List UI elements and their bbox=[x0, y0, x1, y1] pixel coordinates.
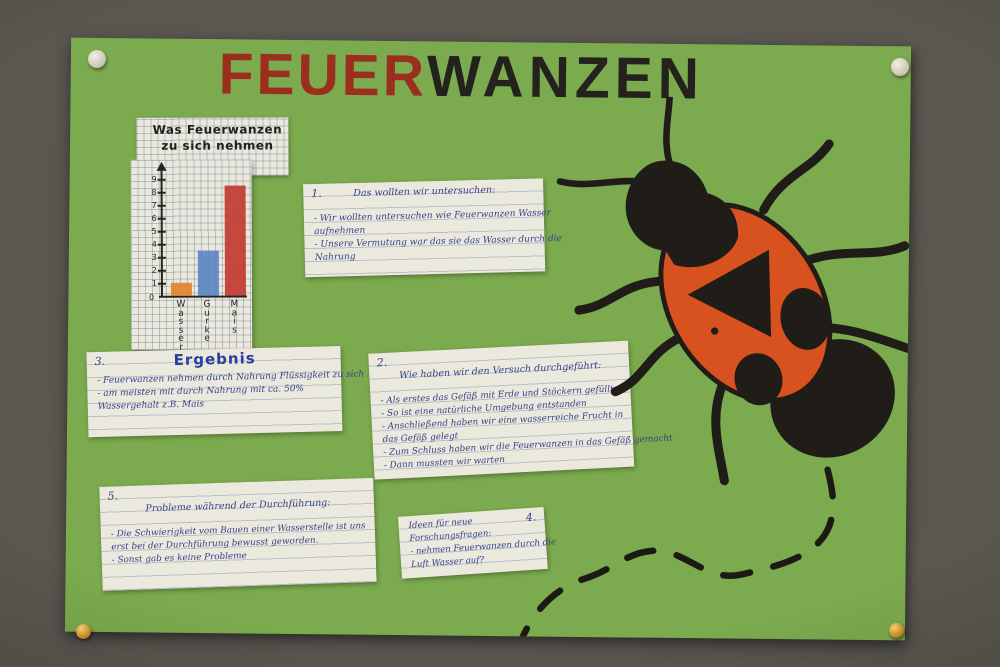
note-number: 5. bbox=[107, 489, 119, 503]
y-tick-label: 6 bbox=[151, 213, 157, 223]
note-heading: Probleme während der Durchführung: bbox=[145, 497, 331, 515]
y-axis bbox=[160, 169, 163, 297]
y-tick-label: 9 bbox=[151, 174, 157, 184]
y-tick-label: 7 bbox=[151, 200, 157, 210]
pin-bottom-left bbox=[76, 624, 91, 639]
y-tick-label: 2 bbox=[151, 265, 157, 275]
x-label-wasser: W a s s e r bbox=[176, 299, 186, 353]
poster: FEUERWANZEN Was Feuerwanzen zu sich nehm… bbox=[64, 37, 912, 641]
x-axis bbox=[158, 295, 247, 298]
note-3-ergebnis: 3. Ergebnis - Feuerwanzen nehmen durch N… bbox=[86, 346, 364, 438]
bar-gurke bbox=[197, 250, 219, 296]
note-body: - Die Schwierigkeit vom Bauen einer Wass… bbox=[111, 520, 368, 567]
y-tick-label: 5 bbox=[151, 226, 157, 236]
y-tick-label: 4 bbox=[151, 239, 157, 249]
origin-label: 0 bbox=[148, 292, 155, 302]
x-label-mais: M a i s bbox=[230, 299, 239, 336]
bug-legs bbox=[574, 139, 912, 486]
note-5-probleme: 5. Probleme während der Durchführung: - … bbox=[99, 477, 377, 591]
y-tick-mark bbox=[157, 204, 166, 207]
y-tick-mark bbox=[157, 178, 166, 181]
note-number: 3. bbox=[94, 354, 106, 369]
y-tick-label: 1 bbox=[151, 278, 157, 288]
firebug-body-group bbox=[556, 94, 912, 486]
note-body: - Feuerwanzen nehmen durch Nahrung Flüss… bbox=[97, 369, 364, 414]
chart-plot: 0 1 2 3 4 5 6 7 8 9 W a s s e r G u r k e M a i s bbox=[130, 159, 253, 353]
pin-top-left bbox=[88, 50, 106, 68]
y-tick-mark bbox=[157, 269, 166, 272]
x-label-gurke: G u r k e bbox=[203, 299, 211, 344]
chart-title: Was Feuerwanzen zu sich nehmen bbox=[152, 122, 283, 153]
bar-mais bbox=[224, 185, 246, 296]
y-tick-label: 3 bbox=[151, 252, 157, 262]
bar-wasser bbox=[170, 282, 192, 296]
note-number: 1. bbox=[311, 186, 322, 201]
title-feuer: FEUER bbox=[218, 41, 428, 109]
y-tick-mark bbox=[157, 256, 166, 259]
y-tick-mark bbox=[157, 217, 166, 220]
y-tick-label: 8 bbox=[151, 187, 157, 197]
note-heading: Ergebnis bbox=[173, 349, 256, 370]
y-tick-mark bbox=[157, 230, 166, 233]
pin-bottom-right bbox=[889, 623, 904, 638]
y-tick-mark bbox=[157, 282, 166, 285]
firebug-illustration bbox=[519, 94, 912, 640]
dashed-trail bbox=[519, 417, 837, 640]
pin-top-right bbox=[891, 58, 909, 76]
note-number: 2. bbox=[376, 355, 388, 370]
y-tick-mark bbox=[157, 243, 166, 246]
y-tick-mark bbox=[157, 191, 166, 194]
